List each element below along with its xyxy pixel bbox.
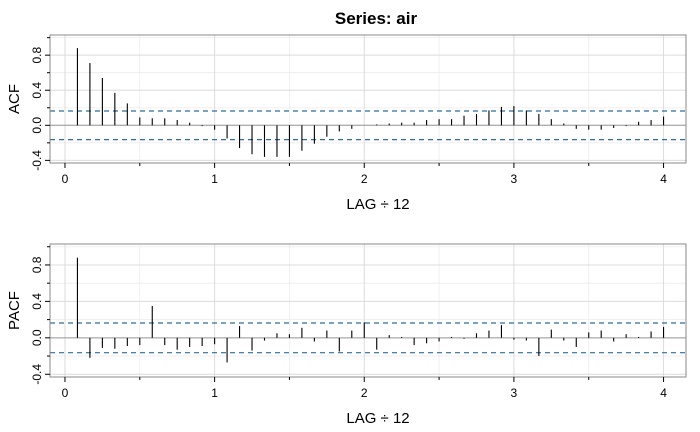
acf-y-tick-label: 0.0 [30, 117, 44, 134]
acf-x-axis-label: LAG ÷ 12 [346, 196, 409, 213]
acf-x-tick-label: 4 [660, 172, 667, 186]
pacf-x-axis-label: LAG ÷ 12 [346, 410, 409, 427]
pacf-plot-border [49, 243, 687, 378]
acf-y-tick-label: 0.8 [30, 47, 44, 64]
figure-title: Series: air [335, 9, 418, 28]
acf-panel: -0.4 0.0 0.4 0.8 0 1 2 3 4 LAG ÷ 12 ACF [6, 34, 687, 213]
acf-y-axis-label: ACF [6, 84, 23, 114]
pacf-x-tick-label: 3 [511, 386, 518, 400]
pacf-x-tick-label: 1 [211, 386, 218, 400]
pacf-y-tick-label: -0.4 [30, 364, 44, 385]
acf-x-tick-label: 1 [211, 172, 218, 186]
acf-x-tick-label: 0 [62, 172, 69, 186]
pacf-x-tick-label: 0 [62, 386, 69, 400]
acf-plot-border [49, 34, 687, 164]
pacf-y-tick-label: 0.8 [30, 256, 44, 273]
pacf-x-tick-label: 4 [660, 386, 667, 400]
acf-plot-area [50, 35, 686, 163]
acf-x-tick-label: 2 [361, 172, 368, 186]
pacf-plot-area [50, 244, 686, 377]
pacf-y-tick-label: 0.0 [30, 329, 44, 346]
acf-x-tick-label: 3 [511, 172, 518, 186]
acf-y-tick-label: -0.4 [30, 150, 44, 171]
pacf-y-tick-label: 0.4 [30, 293, 44, 310]
pacf-x-tick-label: 2 [361, 386, 368, 400]
pacf-y-axis-label: PACF [6, 291, 23, 330]
pacf-panel: -0.4 0.0 0.4 0.8 0 1 2 3 4 LAG ÷ 12 PACF [6, 243, 687, 427]
acf-y-tick-label: 0.4 [30, 82, 44, 99]
